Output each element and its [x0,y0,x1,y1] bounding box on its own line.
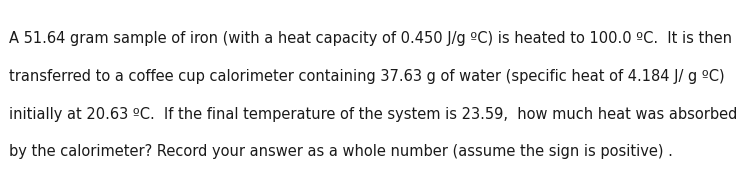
Text: initially at 20.63 ºC.  If the final temperature of the system is 23.59,  how mu: initially at 20.63 ºC. If the final temp… [9,107,737,122]
Text: A 51.64 gram sample of iron (with a heat capacity of 0.450 J/g ºC) is heated to : A 51.64 gram sample of iron (with a heat… [9,32,732,47]
Text: by the calorimeter? Record your answer as a whole number (assume the sign is pos: by the calorimeter? Record your answer a… [9,144,673,159]
Text: transferred to a coffee cup calorimeter containing 37.63 g of water (specific he: transferred to a coffee cup calorimeter … [9,69,725,84]
